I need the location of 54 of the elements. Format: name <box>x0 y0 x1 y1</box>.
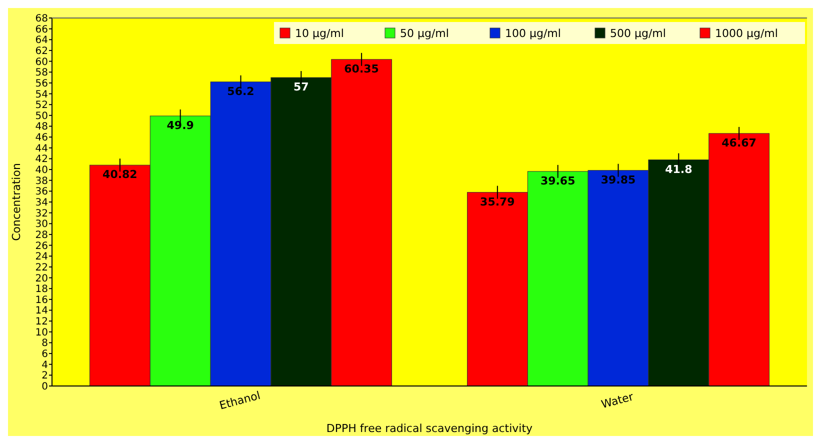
y-tick-label: 46 <box>35 132 48 144</box>
y-tick-label: 36 <box>35 186 48 198</box>
y-tick-label: 4 <box>42 360 48 371</box>
x-axis-title: DPPH free radical scavenging activity <box>326 422 534 435</box>
y-tick-label: 48 <box>35 122 48 133</box>
y-tick-label: 32 <box>35 208 48 220</box>
y-tick-label: 28 <box>35 230 48 241</box>
y-tick-label: 58 <box>35 68 48 79</box>
y-tick-label: 62 <box>35 46 48 57</box>
x-tick-label: Ethanol <box>218 388 262 412</box>
data-label: 35.79 <box>480 195 515 208</box>
y-tick-label: 18 <box>35 284 48 296</box>
y-tick-label: 24 <box>35 252 48 263</box>
y-tick-label: 16 <box>35 294 48 306</box>
legend-label: 10 μg/ml <box>295 26 344 40</box>
y-tick-label: 44 <box>35 143 48 154</box>
y-tick-label: 14 <box>35 306 48 317</box>
y-tick-label: 22 <box>35 262 48 274</box>
y-tick-label: 68 <box>35 14 48 24</box>
data-label: 41.8 <box>665 162 692 176</box>
data-label: 60.35 <box>344 62 379 76</box>
data-label: 56.2 <box>227 84 254 98</box>
legend-label: 50 μg/ml <box>400 26 449 40</box>
legend-label: 1000 μg/ml <box>715 26 778 40</box>
y-tick-label: 64 <box>35 35 48 46</box>
data-label: 57 <box>293 80 309 94</box>
y-tick-label: 54 <box>35 89 48 100</box>
legend-label: 100 μg/ml <box>505 26 561 40</box>
y-tick-label: 26 <box>35 240 48 252</box>
y-tick-label: 40 <box>35 165 48 176</box>
y-tick-label: 12 <box>35 316 48 328</box>
y-tick-label: 60 <box>35 56 48 68</box>
y-tick-label: 56 <box>35 78 48 90</box>
data-label: 40.82 <box>102 168 138 182</box>
y-tick-label: 38 <box>35 176 48 187</box>
y-tick-label: 50 <box>35 110 48 122</box>
y-tick-label: 2 <box>42 370 48 382</box>
y-tick-label: 8 <box>42 338 48 350</box>
y-tick-label: 6 <box>42 349 48 360</box>
y-axis-title: Concentration <box>10 163 23 241</box>
y-tick-label: 42 <box>35 154 48 166</box>
x-tick-label: Water <box>600 390 636 412</box>
data-label: 46.67 <box>722 136 756 150</box>
y-tick-label: 20 <box>35 273 48 284</box>
data-label: 39.65 <box>540 174 576 188</box>
legend-label: 500 μg/ml <box>610 26 666 40</box>
y-tick-label: 52 <box>35 100 48 112</box>
data-label: 39.85 <box>600 173 636 186</box>
data-label: 49.9 <box>166 118 194 132</box>
y-tick-label: 10 <box>35 327 48 338</box>
y-tick-label: 66 <box>35 24 48 36</box>
y-tick-label: 0 <box>42 382 48 392</box>
y-tick-label: 34 <box>35 198 48 208</box>
y-tick-label: 30 <box>35 219 48 230</box>
